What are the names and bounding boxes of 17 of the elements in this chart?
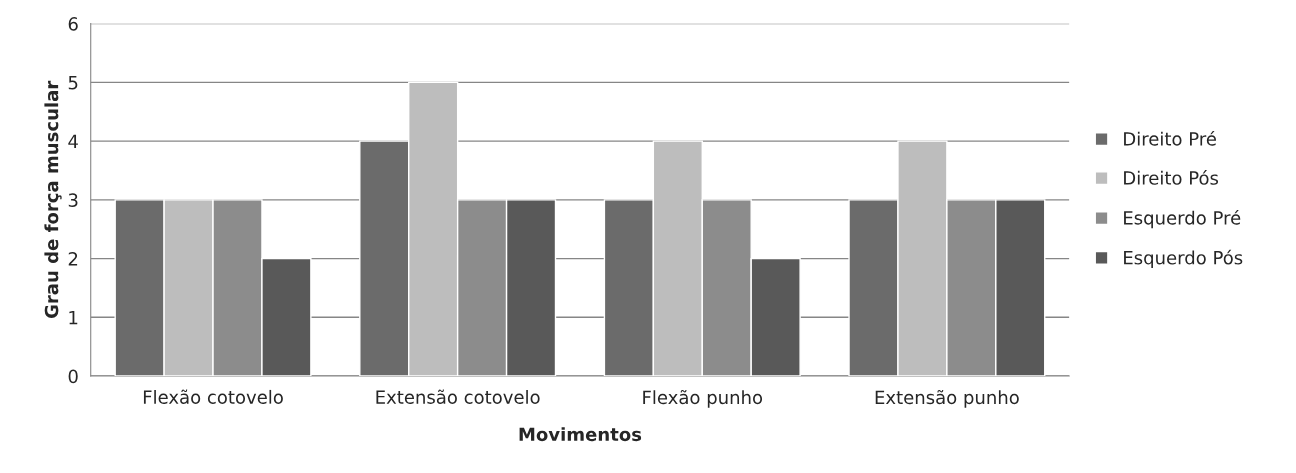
legend-label: Esquerdo Pré bbox=[1124, 209, 1241, 229]
y-tick-label: 4 bbox=[68, 134, 78, 148]
legend-label: Direito Pós bbox=[1124, 170, 1219, 185]
y-tick-label: 0 bbox=[68, 369, 78, 384]
y-tick-label: 3 bbox=[68, 193, 78, 207]
y-tick-label: 5 bbox=[68, 76, 78, 90]
y-tick-label: 6 bbox=[68, 17, 78, 31]
x-tick-label: Extensão punho bbox=[875, 389, 1019, 408]
legend-label: Esquerdo Pós bbox=[1124, 249, 1243, 269]
x-tick-label: Flexão punho bbox=[643, 389, 763, 408]
x-axis-title: Movimentos bbox=[519, 427, 642, 442]
x-tick-label: Flexão cotovelo bbox=[143, 389, 283, 404]
y-tick-label: 1 bbox=[69, 311, 78, 325]
x-tick-label: Extensão cotovelo bbox=[376, 389, 540, 404]
y-axis-title: Grau de força muscular bbox=[44, 80, 62, 318]
legend-label: Direito Pré bbox=[1124, 130, 1216, 146]
y-tick-label: 2 bbox=[68, 252, 78, 266]
